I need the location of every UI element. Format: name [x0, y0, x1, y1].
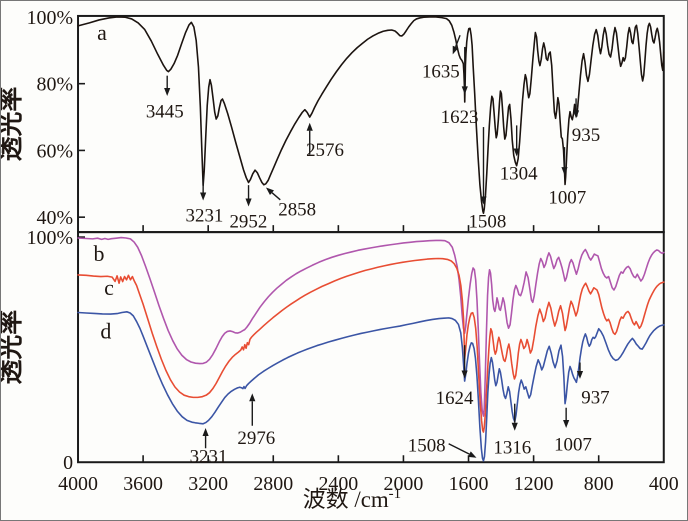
top-arrow-3231-head: [200, 192, 207, 201]
x-tick-label-2800: 2800: [253, 473, 293, 495]
top-annotation-3445: 3445: [146, 102, 184, 123]
curve-a: [77, 16, 665, 214]
top-annotation-1623: 1623: [441, 107, 479, 128]
x-tick-label-3200: 3200: [188, 473, 228, 495]
top-arrow-2952-head: [245, 198, 252, 207]
x-tick-label-1200: 1200: [514, 473, 554, 495]
bottom-arrow-1508-head: [467, 451, 477, 458]
top-annotation-2576: 2576: [306, 140, 344, 161]
top-y-tick-label-80: 80%: [37, 74, 74, 96]
bottom-arrow-1508-shaft: [448, 443, 470, 455]
top-arrow-2858-head: [265, 187, 275, 196]
x-tick-label-2400: 2400: [318, 473, 358, 495]
top-annotation-2952: 2952: [229, 212, 267, 233]
bottom-annotation-1508: 1508: [408, 436, 446, 457]
bottom-y-tick-label-0: 0: [63, 452, 73, 474]
curve-label-d: d: [100, 319, 111, 344]
top-y-axis-title: 透光率: [1, 87, 25, 162]
top-y-tick-label-100: 100%: [27, 7, 73, 29]
x-axis-title: 波数 /cm-1: [303, 486, 401, 512]
bottom-annotation-3231: 3231: [190, 446, 228, 467]
x-tick-label-2000: 2000: [384, 473, 424, 495]
top-arrow-1635-head: [452, 45, 459, 55]
top-annotation-935: 935: [572, 125, 600, 146]
top-annotation-1007: 1007: [548, 188, 586, 209]
bottom-arrow-1007-head: [563, 420, 570, 429]
bottom-annotation-1007: 1007: [554, 435, 592, 456]
curve-label-c: c: [104, 275, 114, 300]
top-arrow-3445-head: [164, 88, 171, 97]
top-arrow-1635-shaft: [454, 35, 461, 48]
bottom-panel-frame: [77, 231, 665, 464]
bottom-arrow-2976-head: [249, 393, 256, 402]
top-annotation-1304: 1304: [500, 164, 538, 185]
curve-c: [77, 257, 665, 433]
curve-label-a: a: [97, 20, 107, 45]
x-tick-label-800: 800: [584, 473, 614, 495]
top-annotation-1635: 1635: [422, 61, 460, 82]
top-annotation-3231: 3231: [186, 206, 224, 227]
top-arrow-1508-head: [480, 196, 487, 205]
top-arrow-1007-head: [561, 167, 568, 176]
x-tick-label-1600: 1600: [449, 473, 489, 495]
top-annotation-1508: 1508: [468, 212, 506, 233]
bottom-annotation-1624: 1624: [436, 388, 474, 409]
top-arrow-1304-head: [513, 148, 520, 157]
x-tick-label-3600: 3600: [123, 473, 163, 495]
curve-label-b: b: [94, 241, 105, 266]
top-y-tick-label-60: 60%: [37, 140, 74, 162]
x-tick-label-4000: 4000: [58, 473, 98, 495]
bottom-annotation-1316: 1316: [493, 437, 531, 458]
top-arrow-1623-head: [461, 86, 468, 95]
top-arrow-935-head: [572, 110, 580, 119]
top-arrow-2858-shaft: [271, 192, 281, 201]
top-arrow-2576-head: [306, 122, 313, 131]
bottom-arrow-937-head: [576, 370, 584, 379]
bottom-annotation-937: 937: [581, 387, 609, 408]
top-y-tick-label-40: 40%: [37, 207, 74, 229]
bottom-arrow-1624-head: [461, 370, 468, 379]
bottom-y-axis-title: 透光率: [1, 310, 25, 385]
curve-d: [77, 311, 665, 462]
x-tick-label-400: 400: [649, 473, 679, 495]
bottom-arrow-3231-head: [202, 428, 209, 436]
top-annotation-2858: 2858: [278, 200, 316, 221]
curve-b: [77, 236, 665, 417]
bottom-arrow-1316-head: [511, 422, 518, 431]
bottom-y-tick-label-100: 100%: [27, 227, 73, 249]
bottom-annotation-2976: 2976: [237, 428, 275, 449]
